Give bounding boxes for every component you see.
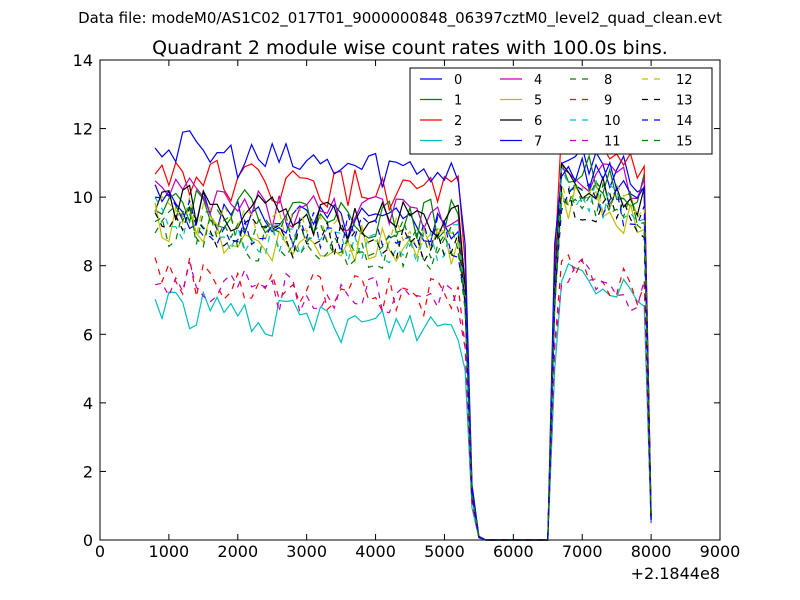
plot-series [154, 127, 652, 541]
legend-label-2: 2 [454, 114, 462, 129]
series-line-7 [154, 130, 652, 541]
series-line-11 [154, 257, 652, 541]
legend-label-5: 5 [534, 94, 542, 109]
series-line-14 [155, 183, 652, 541]
legend-label-15: 15 [676, 135, 693, 150]
x-tick-label: 4000 [355, 542, 396, 561]
chart-title: Quadrant 2 module wise count rates with … [152, 37, 668, 59]
series-line-3 [154, 263, 652, 541]
series-line-12 [154, 182, 652, 541]
plot-frame [99, 59, 721, 541]
y-tick-label: 8 [83, 257, 93, 276]
series-line-9 [154, 254, 652, 541]
x-tick-label: 7000 [562, 542, 603, 561]
y-tick-label: 2 [83, 462, 93, 481]
y-tick-label: 10 [73, 188, 93, 207]
x-tick-label: 5000 [424, 542, 465, 561]
series-line-13 [154, 186, 652, 541]
x-tick-label: 6000 [493, 542, 534, 561]
legend-box [409, 67, 713, 155]
series-line-6 [154, 161, 652, 541]
legend-label-13: 13 [676, 94, 693, 109]
legend-label-12: 12 [676, 73, 693, 88]
legend-label-1: 1 [454, 94, 462, 109]
y-tick-label: 4 [83, 394, 93, 413]
legend-label-4: 4 [534, 73, 542, 88]
legend-label-0: 0 [454, 73, 462, 88]
x-tick-label: 8000 [631, 542, 672, 561]
x-tick-label: 0 [95, 542, 105, 561]
x-tick-label: 9000 [700, 542, 741, 561]
legend-label-10: 10 [604, 114, 621, 129]
legend-label-14: 14 [676, 114, 693, 129]
y-tick-label: 14 [73, 51, 93, 70]
legend-label-9: 9 [604, 94, 612, 109]
legend-label-8: 8 [604, 73, 612, 88]
axis-ticks: 0 1000 2000 3000 4000 5000 6000 7000 8000 9000 0 2 4… [73, 51, 741, 561]
series-line-10 [154, 167, 652, 541]
series-line-8 [154, 179, 652, 541]
y-tick-label: 6 [83, 325, 93, 344]
x-tick-label: 2000 [217, 542, 258, 561]
y-tick-label: 0 [83, 531, 93, 550]
x-tick-label: 3000 [286, 542, 327, 561]
x-offset-label: +2.1844e8 [631, 564, 720, 583]
legend-label-6: 6 [534, 114, 542, 129]
chart-suptitle: Data file: modeM0/AS1C02_017T01_90000008… [78, 9, 722, 28]
legend-label-3: 3 [454, 135, 462, 150]
legend-label-11: 11 [604, 135, 621, 150]
x-tick-label: 1000 [149, 542, 190, 561]
series-line-0 [154, 145, 652, 541]
y-tick-label: 12 [73, 120, 93, 139]
legend-label-7: 7 [534, 135, 542, 150]
